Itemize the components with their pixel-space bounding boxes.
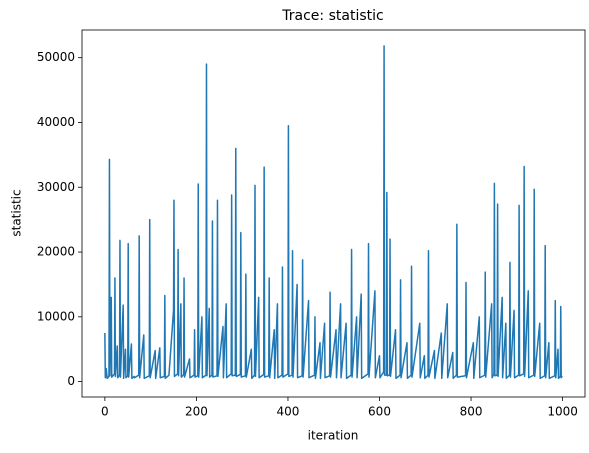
- chart-title: Trace: statistic: [281, 8, 383, 24]
- y-tick-label: 40000: [37, 115, 75, 129]
- y-tick-label: 10000: [37, 309, 75, 323]
- plot-frame: [81, 29, 586, 398]
- y-axis-label: statistic: [10, 189, 24, 236]
- trace-line: [104, 45, 563, 380]
- y-tick-label: 50000: [37, 50, 75, 64]
- x-tick-label: 800: [460, 405, 483, 419]
- x-tick-label: 400: [277, 405, 300, 419]
- y-tick-label: 20000: [37, 245, 75, 259]
- x-tick-label: 0: [101, 405, 109, 419]
- x-axis-label: iteration: [308, 429, 359, 443]
- x-tick-label: 200: [185, 405, 208, 419]
- y-tick-label: 30000: [37, 180, 75, 194]
- x-tick-label: 1000: [547, 405, 578, 419]
- x-tick-label: 600: [368, 405, 391, 419]
- y-tick-label: 0: [67, 374, 75, 388]
